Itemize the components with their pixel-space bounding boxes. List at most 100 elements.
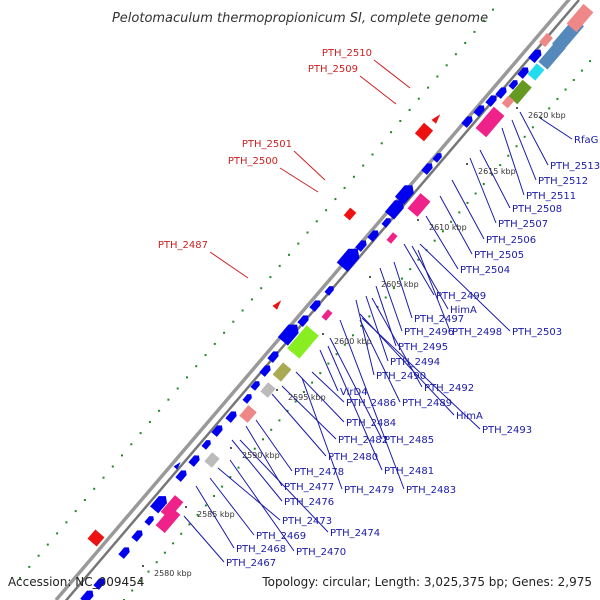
gc-dot-inner <box>172 542 175 545</box>
gene-blue <box>394 185 414 205</box>
gc-dot-outer <box>204 354 207 357</box>
gc-dot-outer <box>121 454 123 457</box>
gc-dot-inner <box>474 192 477 195</box>
label-pth-2504-8-leader <box>425 215 459 270</box>
gc-dot-inner <box>564 88 567 91</box>
label-pth-2473-34[interactable]: PTH_2473 <box>282 516 332 527</box>
label-vird4-19[interactable]: VirD4 <box>340 387 368 398</box>
label-pth-2487[interactable]: PTH_2487 <box>158 240 208 251</box>
kbp-tick-mark <box>417 219 419 221</box>
gene-blue <box>309 300 321 312</box>
label-pth-2508-4-leader <box>479 149 511 209</box>
label-rfag-0[interactable]: RfaG <box>574 135 598 146</box>
gene-salmon <box>566 3 594 33</box>
label-pth-2498-13[interactable]: PTH_2498 <box>452 327 502 338</box>
label-pth-2504-8[interactable]: PTH_2504 <box>460 265 510 276</box>
label-pth-2497-11[interactable]: PTH_2497 <box>414 314 464 325</box>
gc-dot-outer <box>167 398 170 401</box>
label-pth-2508-4[interactable]: PTH_2508 <box>512 204 562 215</box>
gc-dot-outer <box>297 242 300 245</box>
gc-dot-inner <box>343 343 346 346</box>
gc-dot-inner <box>204 504 207 507</box>
label-pth-2477-30[interactable]: PTH_2477 <box>284 482 334 493</box>
gc-dot-outer <box>417 97 420 100</box>
gc-dot-outer <box>352 175 355 178</box>
label-pth-2499-9[interactable]: PTH_2499 <box>436 291 486 302</box>
label-pth-2483-32[interactable]: PTH_2483 <box>406 485 456 496</box>
label-pth-2476-33[interactable]: PTH_2476 <box>284 497 334 508</box>
gene-olive <box>272 362 292 382</box>
label-pth-2503-14[interactable]: PTH_2503 <box>512 327 562 338</box>
label-pth-2490-17[interactable]: PTH_2490 <box>376 371 426 382</box>
label-pth-2479-31-leader <box>301 377 343 490</box>
gene-blue-small <box>173 461 181 470</box>
label-pth-2511-3[interactable]: PTH_2511 <box>526 191 576 202</box>
label-pth-2490-17-leader <box>355 299 375 376</box>
label-pth-2486-20[interactable]: PTH_2486 <box>346 398 396 409</box>
kbp-tick-label: 2605 kbp <box>381 280 419 289</box>
label-pth-2505-7[interactable]: PTH_2505 <box>474 250 524 261</box>
kbp-tick-mark <box>516 107 518 109</box>
gene-blue <box>150 496 168 514</box>
label-pth-2484-23[interactable]: PTH_2484 <box>346 418 396 429</box>
label-pth-2493-24[interactable]: PTH_2493 <box>482 425 532 436</box>
label-pth-2496-12[interactable]: PTH_2496 <box>404 327 454 338</box>
gc-dot-outer <box>260 287 263 290</box>
label-pth-2467-39[interactable]: PTH_2467 <box>226 558 276 569</box>
gc-dot-inner <box>147 570 150 573</box>
label-pth-2512-2[interactable]: PTH_2512 <box>538 176 588 187</box>
label-pth-2506-6[interactable]: PTH_2506 <box>486 235 536 246</box>
gc-dot-outer <box>241 309 244 312</box>
gc-dot-inner <box>515 145 518 148</box>
gene-blue <box>144 516 154 526</box>
gc-dot-outer <box>176 387 179 390</box>
gene-lime <box>287 325 319 359</box>
label-pth-2513-1[interactable]: PTH_2513 <box>550 161 600 172</box>
label-pth-2485-26[interactable]: PTH_2485 <box>384 435 434 446</box>
kbp-tick-label: 2610 kbp <box>429 223 467 232</box>
label-pth-2469-36[interactable]: PTH_2469 <box>256 531 306 542</box>
label-pth-2494-16[interactable]: PTH_2494 <box>390 357 440 368</box>
label-pth-2495-15[interactable]: PTH_2495 <box>398 342 448 353</box>
label-pth-2480-27[interactable]: PTH_2480 <box>328 452 378 463</box>
label-pth-2501[interactable]: PTH_2501 <box>242 139 292 150</box>
gc-dot-outer <box>306 231 309 234</box>
label-pth-2509[interactable]: PTH_2509 <box>308 64 358 75</box>
gc-dot-inner <box>417 258 420 261</box>
label-hima-22[interactable]: HimA <box>456 411 483 422</box>
label-hima-10[interactable]: HimA <box>450 305 477 316</box>
label-pth-2470-37[interactable]: PTH_2470 <box>296 547 346 558</box>
label-pth-2482-25[interactable]: PTH_2482 <box>338 435 388 446</box>
kbp-tick-mark <box>142 565 144 567</box>
label-pth-2479-31[interactable]: PTH_2479 <box>344 485 394 496</box>
gc-dot-outer <box>288 253 290 256</box>
label-pth-2512-2-leader <box>511 119 537 181</box>
label-pth-2481-28[interactable]: PTH_2481 <box>384 466 434 477</box>
label-pth-2478-29[interactable]: PTH_2478 <box>294 467 344 478</box>
gene-blue <box>517 67 529 79</box>
gene-red-small <box>272 300 282 310</box>
gene-blue <box>267 351 279 363</box>
label-pth-2507-5[interactable]: PTH_2507 <box>498 219 548 230</box>
label-pth-2489-21[interactable]: PTH_2489 <box>402 398 452 409</box>
gc-dot-inner <box>392 287 395 289</box>
label-pth-2501-leader <box>293 150 326 181</box>
label-pth-2470-37-leader <box>229 459 295 552</box>
gc-dot-outer <box>102 476 105 479</box>
label-pth-2510[interactable]: PTH_2510 <box>322 48 372 59</box>
gene-blue <box>461 116 473 128</box>
gc-dot-inner <box>163 551 166 554</box>
label-pth-2507-5-leader <box>469 157 497 224</box>
kbp-tick-label: 2615 kbp <box>478 167 516 176</box>
gene-blue <box>528 49 542 64</box>
gc-dot-inner <box>270 428 273 431</box>
gene-pink <box>160 495 184 519</box>
gene-blue <box>297 315 309 327</box>
gene-blue <box>93 578 105 590</box>
label-pth-2492-18[interactable]: PTH_2492 <box>424 383 474 394</box>
label-pth-2468-38[interactable]: PTH_2468 <box>236 544 286 555</box>
label-pth-2500[interactable]: PTH_2500 <box>228 156 278 167</box>
label-pth-2474-35[interactable]: PTH_2474 <box>330 528 380 539</box>
gc-dot-inner <box>237 466 240 469</box>
label-pth-2477-30-leader <box>245 425 283 487</box>
